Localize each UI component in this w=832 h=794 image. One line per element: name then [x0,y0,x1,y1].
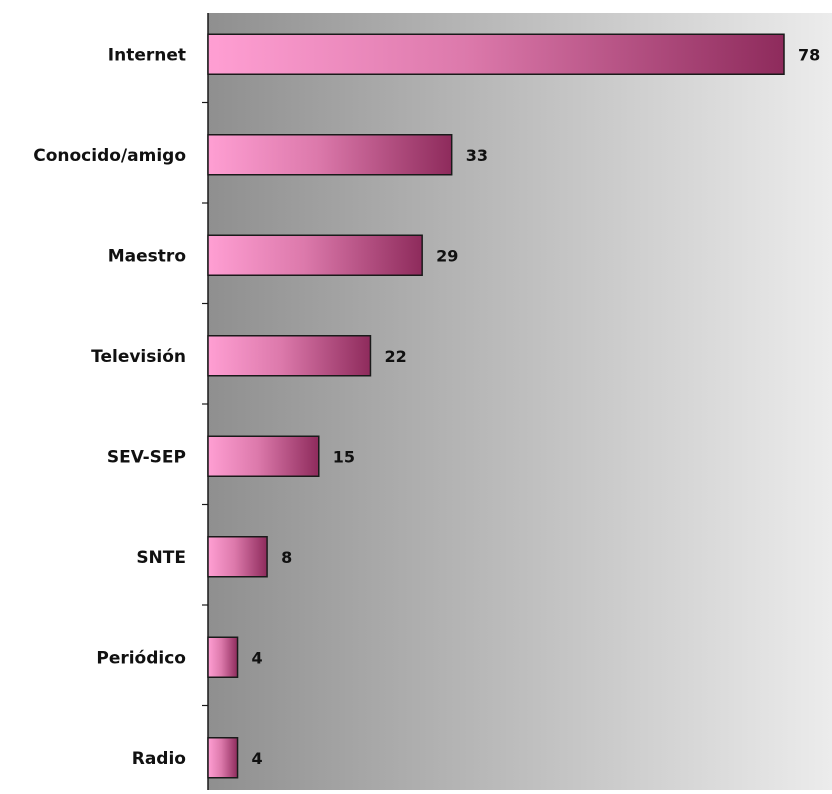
bar-4 [207,435,320,477]
value-label: 78 [798,45,820,64]
category-label: Radio [132,749,186,769]
bar-5 [207,536,268,578]
value-label: 29 [436,246,458,265]
value-label: 8 [281,548,292,567]
value-labels: 78 33 29 22 15 8 4 4 [252,45,821,768]
category-label: Televisión [91,347,186,367]
category-label: Maestro [108,246,186,266]
bars [207,33,785,779]
category-label: Conocido/amigo [33,146,186,166]
value-label: 33 [466,146,488,165]
bar-3 [207,335,372,377]
bar-6 [207,636,239,678]
category-label: SNTE [136,548,186,568]
value-label: 15 [333,447,355,466]
value-label: 22 [384,347,406,366]
bar-7 [207,737,239,779]
y-axis-ticks [202,101,208,707]
category-label: Internet [108,45,186,65]
bar-1 [207,134,453,176]
plot-area [208,13,832,790]
bar-2 [207,234,423,276]
value-label: 4 [252,749,263,768]
value-label: 4 [252,648,263,667]
category-label: SEV-SEP [107,447,186,467]
category-labels: Internet Conocido/amigo Maestro Televisión S… [33,45,186,769]
bar-0 [207,33,785,75]
category-label: Periódico [96,648,186,668]
